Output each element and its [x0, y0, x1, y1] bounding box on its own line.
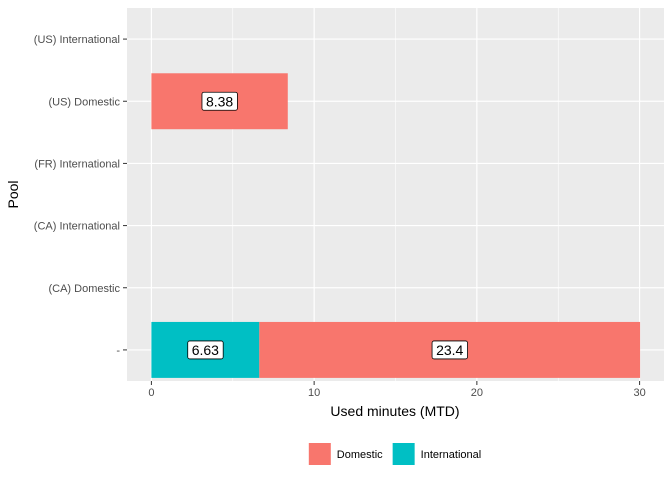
legend-key	[308, 443, 331, 465]
y-tick-label: (FR) International	[34, 158, 120, 170]
y-tick-label: -	[116, 345, 120, 357]
legend: Domestic International	[308, 443, 482, 465]
y-axis: - (CA) Domestic (CA) International (FR) Int…	[34, 34, 127, 357]
data-label: 8.38	[201, 91, 238, 111]
x-axis-title: Used minutes (MTD)	[330, 403, 459, 419]
y-tick-label: (CA) International	[34, 221, 120, 233]
x-tick-label: 0	[148, 387, 154, 399]
x-tick-label: 10	[308, 387, 320, 399]
data-label-box	[201, 91, 238, 111]
y-axis-title: Pool	[5, 180, 21, 208]
data-label-box	[187, 340, 224, 360]
x-tick-label: 30	[633, 387, 645, 399]
y-tick-label: (US) International	[34, 34, 120, 46]
data-label-text: 23.4	[436, 342, 463, 358]
y-tick-label: (US) Domestic	[48, 96, 120, 108]
y-tick-label: (CA) Domestic	[48, 283, 120, 295]
x-axis: 0 10 20 30	[148, 381, 646, 399]
data-labels: 6.63 23.4 8.38	[187, 91, 468, 360]
data-label-box	[431, 340, 468, 360]
legend-label: International	[421, 449, 482, 461]
data-label-text: 8.38	[206, 93, 233, 109]
legend-key	[392, 443, 415, 465]
data-label: 23.4	[431, 340, 468, 360]
data-label: 6.63	[187, 340, 224, 360]
minor-gridlines	[232, 8, 559, 381]
data-label-text: 6.63	[192, 342, 219, 358]
legend-label: Domestic	[337, 449, 383, 461]
x-tick-label: 20	[471, 387, 483, 399]
